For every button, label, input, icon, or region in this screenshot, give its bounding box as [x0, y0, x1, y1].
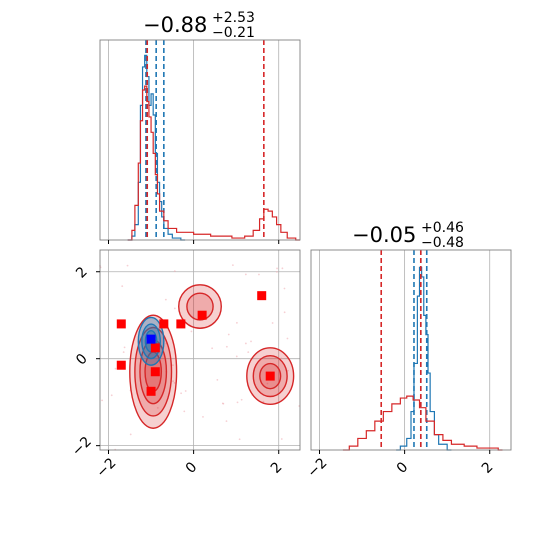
sample-dot: [172, 380, 174, 383]
data-point-10: [146, 334, 156, 344]
sample-dot: [240, 398, 243, 401]
2d-panel-frame: [99, 249, 301, 451]
sample-dot: [286, 337, 289, 340]
density-contour-1-0: [178, 284, 222, 329]
top-left-histogram: [99, 39, 301, 244]
sample-dot: [101, 399, 103, 402]
sample-dot: [236, 401, 239, 404]
sample-dot: [173, 307, 176, 310]
sample-dot: [156, 406, 159, 409]
sample-dot: [235, 355, 238, 358]
data-point-4: [197, 310, 207, 320]
data-point-2: [159, 319, 169, 329]
sample-dot: [236, 321, 238, 324]
sample-dot: [184, 390, 187, 392]
sample-dot: [190, 330, 193, 333]
data-point-1: [116, 360, 126, 370]
sample-dot: [173, 270, 176, 273]
sample-dot: [276, 270, 278, 273]
sample-dot: [271, 322, 274, 324]
sample-dot: [280, 438, 283, 440]
sample-dot: [227, 333, 230, 336]
sample-dot: [164, 298, 167, 301]
sample-dot: [126, 264, 129, 267]
sample-dot: [211, 347, 214, 350]
data-point-3: [176, 319, 186, 329]
sample-dot: [283, 287, 286, 290]
sample-dot: [258, 273, 260, 276]
sample-dot: [281, 267, 284, 270]
data-point-5: [257, 291, 267, 301]
sample-dot: [180, 392, 183, 395]
sample-dot: [276, 267, 278, 270]
histogram-frame: [310, 249, 512, 451]
data-point-7: [150, 367, 160, 377]
sample-dot: [262, 400, 265, 403]
sample-dot: [283, 311, 286, 314]
panel-title-2: −0.05 +0.46 −0.48: [352, 217, 469, 251]
sample-dot: [110, 394, 113, 397]
sample-dot: [121, 285, 124, 288]
sample-dot: [114, 367, 117, 370]
sample-dot: [244, 342, 247, 345]
sample-dot: [225, 345, 228, 348]
sample-dot: [266, 382, 269, 385]
histogram-series-1: [127, 85, 300, 241]
sample-dot: [280, 357, 283, 360]
data-point-0: [116, 319, 126, 329]
histogram-frame: [99, 39, 301, 241]
sample-dot: [216, 378, 219, 381]
data-point-8: [146, 386, 156, 396]
sample-dot: [231, 264, 234, 267]
panel-title-1: −0.88 +2.53 −0.21: [143, 7, 260, 41]
sample-dot: [202, 415, 204, 418]
sample-dot: [123, 346, 126, 349]
sample-dot: [222, 402, 225, 405]
sample-dot: [250, 340, 252, 343]
sample-dot: [244, 273, 247, 276]
sample-dot: [225, 420, 228, 423]
sample-dot: [183, 410, 186, 413]
sample-dot: [173, 382, 176, 384]
data-point-6: [150, 343, 160, 353]
data-point-9: [265, 371, 275, 381]
sample-dot: [129, 433, 132, 436]
sample-dot: [171, 364, 174, 367]
sample-dot: [238, 438, 241, 441]
histogram-series-1: [342, 395, 503, 451]
sample-dot: [287, 369, 289, 372]
bottom-right-histogram: −2 0 2: [305, 249, 512, 481]
sample-dot: [122, 351, 125, 354]
sample-dot: [247, 351, 250, 354]
